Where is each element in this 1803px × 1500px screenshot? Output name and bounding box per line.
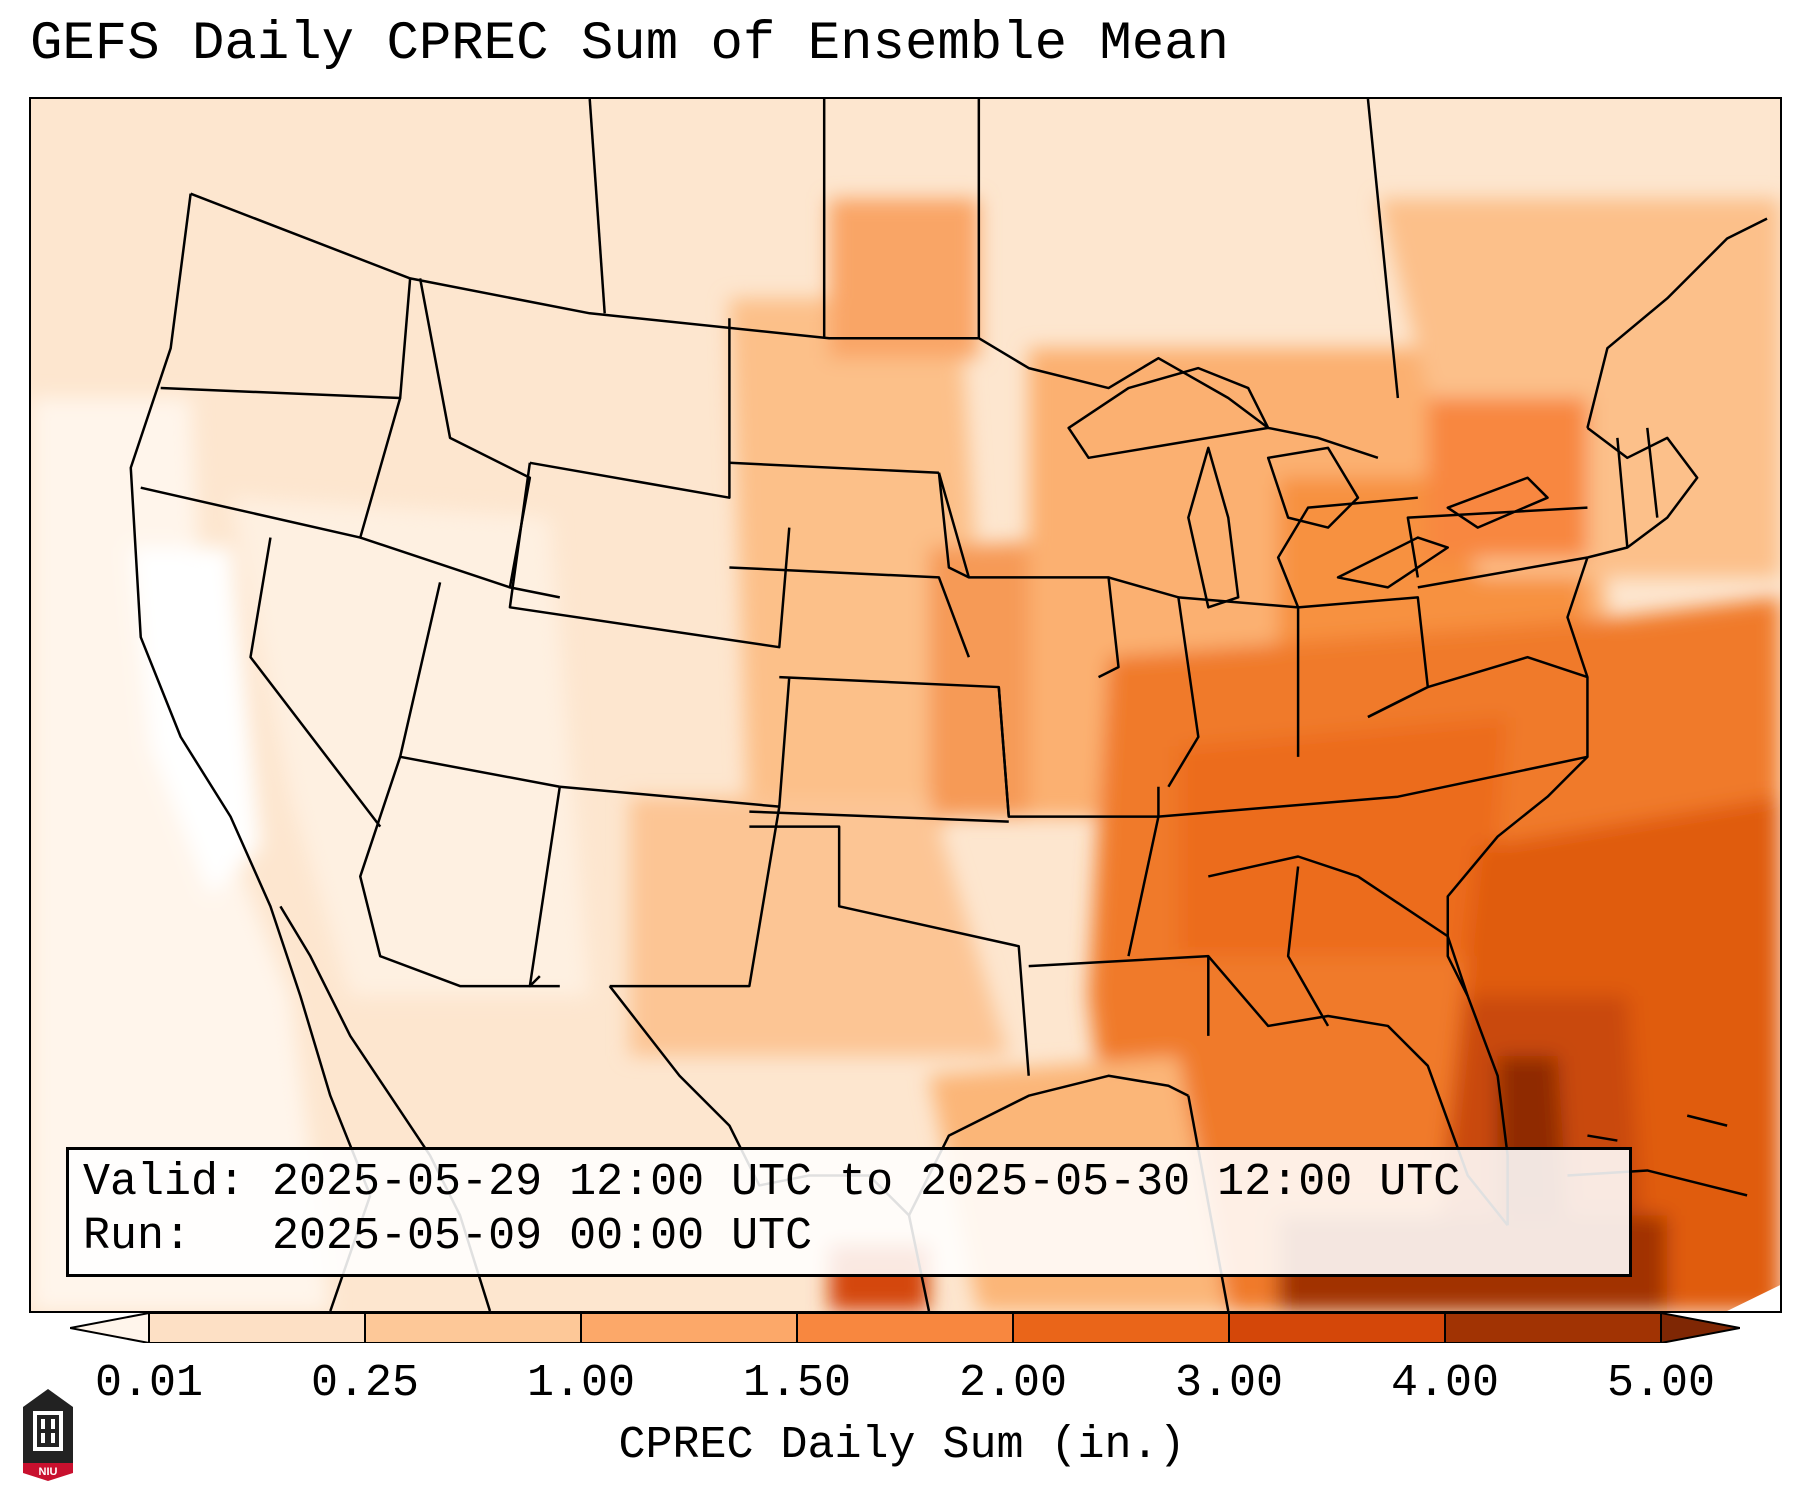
colorbar-segment xyxy=(581,1313,797,1343)
colorbar-segment xyxy=(149,1313,365,1343)
colorbar-tick-label: 5.00 xyxy=(1606,1358,1716,1409)
colorbar-tick-label: 1.00 xyxy=(526,1358,636,1409)
colorbar-tick-label: 1.50 xyxy=(742,1358,852,1409)
valid-time-label: Valid: 2025-05-29 12:00 UTC to 2025-05-3… xyxy=(83,1157,1461,1208)
colorbar-segment xyxy=(1013,1313,1229,1343)
colorbar-segment xyxy=(1229,1313,1445,1343)
colorbar-tick-label: 0.25 xyxy=(310,1358,420,1409)
colorbar-label: CPREC Daily Sum (in.) xyxy=(618,1420,1186,1471)
colorbar-max-arrow xyxy=(1661,1313,1740,1343)
colorbar-segment xyxy=(365,1313,581,1343)
colorbar xyxy=(70,1313,1740,1343)
niu-logo: NIU xyxy=(23,1389,73,1481)
colorbar-min-arrow xyxy=(70,1313,149,1343)
colorbar-graphic xyxy=(70,1313,1740,1343)
colorbar-tick-label: 3.00 xyxy=(1174,1358,1284,1409)
colorbar-tick-label: 4.00 xyxy=(1390,1358,1500,1409)
run-time-label: Run: 2025-05-09 00:00 UTC xyxy=(83,1211,813,1262)
precipitation-map xyxy=(29,97,1782,1313)
valid-run-info-box: Valid: 2025-05-29 12:00 UTC to 2025-05-3… xyxy=(66,1147,1632,1277)
colorbar-segment xyxy=(797,1313,1013,1343)
boundary-lines xyxy=(129,99,1768,1311)
logo-text: NIU xyxy=(39,1466,58,1478)
map-canvas xyxy=(31,99,1780,1311)
map-title: GEFS Daily CPREC Sum of Ensemble Mean xyxy=(30,14,1229,75)
colorbar-segment xyxy=(1445,1313,1661,1343)
colorbar-tick-label: 0.01 xyxy=(94,1358,204,1409)
colorbar-tick-label: 2.00 xyxy=(958,1358,1068,1409)
